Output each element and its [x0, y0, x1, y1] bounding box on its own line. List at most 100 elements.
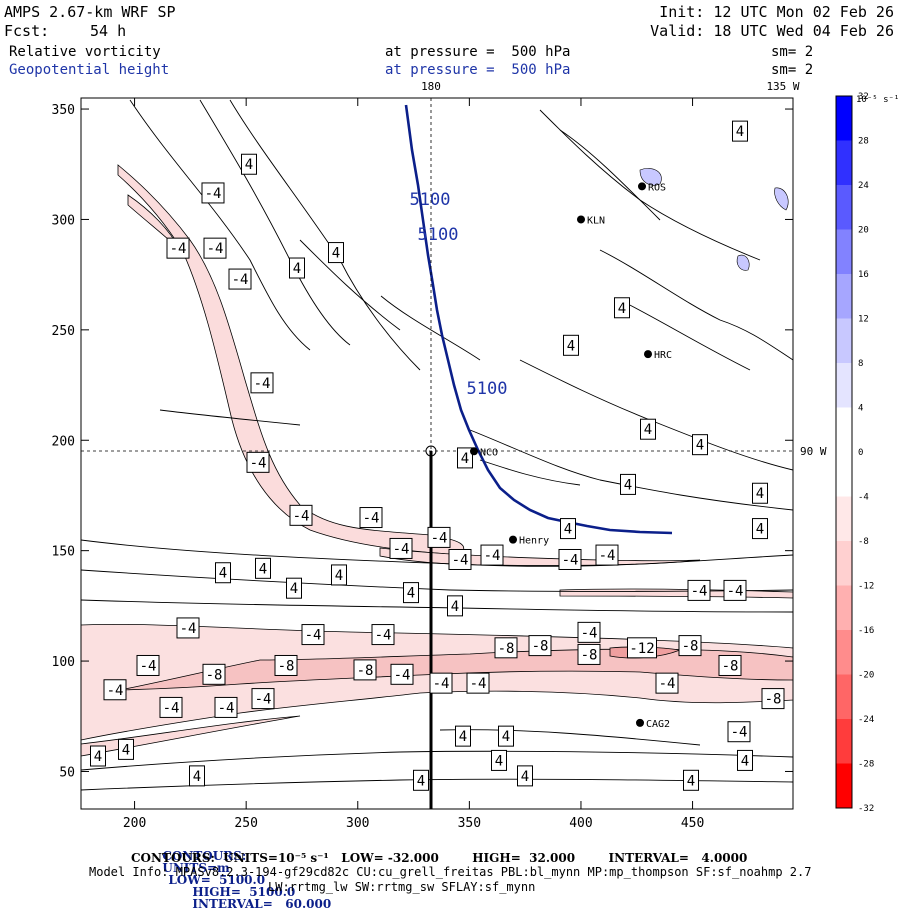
model-info-line1: Model Info: MPASv8.2.3-194-gf29cd82c CU:… — [89, 865, 812, 879]
colorbar-tick-label: -28 — [858, 760, 874, 770]
svg-text:4: 4 — [567, 338, 575, 354]
vorticity-contour-label: 4 — [286, 577, 302, 599]
svg-text:-4: -4 — [431, 530, 448, 546]
vorticity-contour-label: 4 — [683, 769, 699, 791]
svg-text:4: 4 — [736, 124, 744, 140]
y-tick-label: 250 — [52, 324, 75, 339]
svg-text:4: 4 — [459, 729, 467, 745]
y-tick-label: 350 — [52, 103, 75, 118]
neg-vorticity-band-nw — [117, 164, 465, 556]
svg-text:-4: -4 — [250, 455, 267, 471]
svg-text:4: 4 — [502, 729, 510, 745]
svg-text:-4: -4 — [305, 628, 322, 644]
vorticity-contour-label: -4 — [558, 548, 582, 570]
x-tick-label: 450 — [681, 816, 704, 831]
colorbar-tick-label: -4 — [858, 493, 869, 503]
vorticity-colorbar: 32 28 24 20 16 12 8 4 0 -4 -8 -12 -16 -20 -24 -28 -32 — [835, 92, 874, 814]
colorbar-tick-label: 8 — [858, 359, 863, 369]
vorticity-contour-label: -4 — [371, 624, 395, 646]
field2-name: Geopotential height — [9, 62, 170, 78]
vorticity-contour-label: 4 — [331, 564, 347, 586]
colorbar-tick-label: -20 — [858, 671, 874, 681]
height-contour-label: 5100 — [410, 190, 451, 210]
svg-text:-8: -8 — [357, 663, 374, 679]
forecast-value: 54 h — [90, 22, 127, 40]
field2-level: at pressure = 500 hPa — [385, 62, 571, 78]
svg-text:-4: -4 — [731, 725, 748, 741]
svg-text:4: 4 — [521, 769, 529, 785]
vorticity-contour-label: -4 — [246, 451, 270, 473]
svg-text:4: 4 — [335, 568, 343, 584]
vorticity-contour-label: -4 — [427, 526, 451, 548]
colorbar-tick-label: 12 — [858, 315, 869, 325]
vorticity-contour-label: -4 — [103, 679, 127, 701]
vorticity-contour-label: 4 — [289, 257, 305, 279]
height-contour-label: 5100 — [467, 379, 508, 399]
colorbar-tick-label: 24 — [858, 181, 869, 191]
vorticity-contour-label: -4 — [166, 237, 190, 259]
vorticity-contour-label: -4 — [429, 672, 453, 694]
vorticity-contour-label: -4 — [727, 721, 751, 743]
model-title: AMPS 2.67-km WRF SP — [4, 3, 176, 21]
forecast-label: Fcst: — [4, 22, 50, 40]
svg-text:-8: -8 — [532, 639, 549, 655]
svg-text:-4: -4 — [163, 700, 180, 716]
model-info-line2: LW:rrtmg_lw SW:rrtmg_sw SFLAY:sf_mynn — [268, 880, 536, 894]
y-tick-label: 50 — [59, 765, 75, 780]
svg-text:-4: -4 — [562, 552, 579, 568]
svg-text:-4: -4 — [205, 186, 222, 202]
vorticity-contour-label: 4 — [241, 153, 257, 175]
svg-text:4: 4 — [741, 753, 749, 769]
vorticity-contour-label: -8 — [718, 654, 742, 676]
svg-text:4: 4 — [644, 422, 652, 438]
vorticity-contour-label: 4 — [692, 434, 708, 456]
svg-text:-4: -4 — [107, 683, 124, 699]
vorticity-contour-label: -8 — [577, 643, 601, 665]
colorbar-swatch — [836, 96, 852, 141]
height-contours-low: LOW= 5100.0 — [168, 873, 266, 887]
vorticity-contour-label: -4 — [301, 624, 325, 646]
svg-text:4: 4 — [618, 301, 626, 317]
vorticity-contour-label: 4 — [90, 745, 106, 767]
svg-text:4: 4 — [259, 561, 267, 577]
vorticity-contour-label: -4 — [228, 268, 252, 290]
svg-text:4: 4 — [407, 586, 415, 602]
svg-text:4: 4 — [293, 261, 301, 277]
meridian-180-label: 180 — [421, 80, 441, 93]
colorbar-swatch — [836, 229, 852, 274]
colorbar-swatch — [836, 541, 852, 586]
svg-text:-4: -4 — [180, 621, 197, 637]
vorticity-contour-label: -4 — [448, 548, 472, 570]
svg-text:-8: -8 — [498, 641, 515, 657]
svg-text:-8: -8 — [682, 639, 699, 655]
vorticity-contour-label: 4 — [560, 518, 576, 540]
svg-text:-4: -4 — [581, 625, 598, 641]
svg-text:-4: -4 — [691, 583, 708, 599]
svg-text:-8: -8 — [581, 647, 598, 663]
station-marker — [509, 535, 517, 544]
colorbar-swatch — [836, 630, 852, 675]
svg-text:-4: -4 — [659, 676, 676, 692]
height-contour-label: 5100 — [418, 225, 459, 245]
vorticity-contour-info: CONTOURS: UNITS=10⁻⁵ s⁻¹ LOW= -32.000 HI… — [131, 851, 748, 865]
svg-text:-4: -4 — [452, 552, 469, 568]
colorbar-swatch — [836, 274, 852, 319]
svg-text:-4: -4 — [394, 667, 411, 683]
station-marker — [644, 350, 652, 359]
vorticity-contour-label: -8 — [202, 663, 226, 685]
vorticity-contour-label: 4 — [189, 765, 205, 787]
station-label: Henry — [519, 536, 549, 547]
vorticity-contour-label: 4 — [447, 595, 463, 617]
y-tick-label: 100 — [52, 655, 75, 670]
colorbar-tick-label: 28 — [858, 137, 869, 147]
colorbar-tick-label: -16 — [858, 626, 874, 636]
svg-text:-4: -4 — [433, 676, 450, 692]
svg-text:-8: -8 — [722, 658, 739, 674]
svg-text:4: 4 — [451, 599, 459, 615]
vorticity-contour-label: 4 — [752, 518, 768, 540]
colorbar-swatch — [836, 407, 852, 452]
colorbar-tick-label: 20 — [858, 226, 869, 236]
x-tick-label: 250 — [234, 816, 257, 831]
colorbar-swatch — [836, 674, 852, 719]
vorticity-contour-label: -4 — [251, 688, 275, 710]
